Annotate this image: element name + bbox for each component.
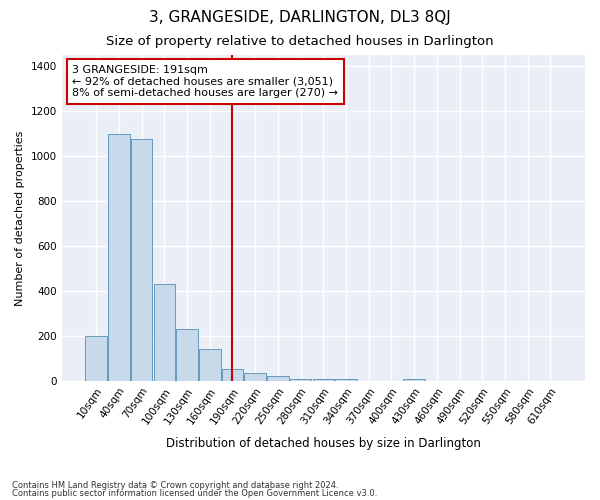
Text: 3 GRANGESIDE: 191sqm
← 92% of detached houses are smaller (3,051)
8% of semi-det: 3 GRANGESIDE: 191sqm ← 92% of detached h…: [72, 65, 338, 98]
Bar: [85, 336, 107, 381]
Bar: [403, 378, 425, 381]
X-axis label: Distribution of detached houses by size in Darlington: Distribution of detached houses by size …: [166, 437, 481, 450]
Text: Contains public sector information licensed under the Open Government Licence v3: Contains public sector information licen…: [12, 488, 377, 498]
Bar: [131, 140, 152, 381]
Bar: [108, 134, 130, 381]
Bar: [290, 378, 311, 381]
Y-axis label: Number of detached properties: Number of detached properties: [15, 130, 25, 306]
Text: Size of property relative to detached houses in Darlington: Size of property relative to detached ho…: [106, 35, 494, 48]
Bar: [267, 376, 289, 381]
Text: Contains HM Land Registry data © Crown copyright and database right 2024.: Contains HM Land Registry data © Crown c…: [12, 481, 338, 490]
Bar: [244, 373, 266, 381]
Bar: [199, 350, 221, 381]
Bar: [154, 284, 175, 381]
Bar: [176, 329, 198, 381]
Bar: [313, 378, 334, 381]
Text: 3, GRANGESIDE, DARLINGTON, DL3 8QJ: 3, GRANGESIDE, DARLINGTON, DL3 8QJ: [149, 10, 451, 25]
Bar: [222, 368, 243, 381]
Bar: [335, 378, 357, 381]
